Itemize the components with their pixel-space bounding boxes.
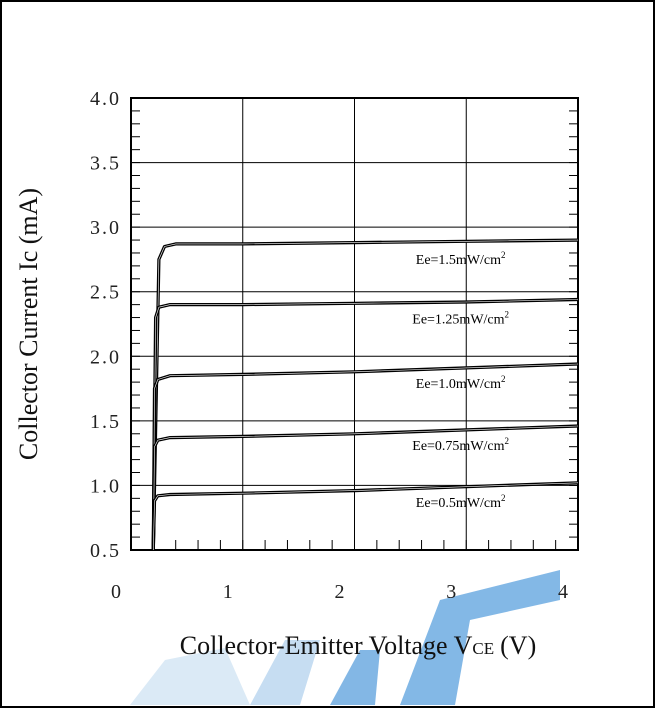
y-tick-label: 1.5 <box>90 411 121 433</box>
series-label-4: Ee=0.5mW/cm2 <box>416 493 506 511</box>
y-tick-label: 4.0 <box>90 88 121 110</box>
series-label-text: Ee=1.5mW/cm <box>416 253 501 268</box>
y-tick-labels: 0.5 1.0 1.5 2.0 2.5 3.0 3.5 4.0 <box>90 88 121 562</box>
curve-labels: Ee=1.5mW/cm2Ee=1.25mW/cm2Ee=1.0mW/cm2Ee=… <box>412 250 509 511</box>
series-group <box>151 238 579 551</box>
x-tick-label: 0 <box>111 581 121 603</box>
x-tick-labels: 0 1 2 3 4 <box>111 581 568 603</box>
y-axis-title: Collector Current Ic (mA) <box>14 188 43 460</box>
series-label-superscript: 2 <box>501 493 506 503</box>
y-tick-label: 3.0 <box>90 217 121 239</box>
series-label-1: Ee=1.25mW/cm2 <box>412 309 509 327</box>
watermark <box>130 570 560 705</box>
series-label-superscript: 2 <box>505 309 510 319</box>
y-tick-label: 2.5 <box>90 282 121 304</box>
x-tick-label: 3 <box>446 581 456 603</box>
series-line-highlight-0 <box>153 239 579 551</box>
series-line-highlight-1 <box>153 299 579 551</box>
x-tick-label: 1 <box>223 581 233 603</box>
series-line-highlight-2 <box>153 363 579 551</box>
series-label-text: Ee=0.5mW/cm <box>416 496 501 511</box>
plot-area: Ee=1.5mW/cm2Ee=1.25mW/cm2Ee=1.0mW/cm2Ee=… <box>130 97 579 551</box>
x-tick-label: 2 <box>335 581 345 603</box>
series-label-text: Ee=0.75mW/cm <box>412 439 504 454</box>
series-label-text: Ee=1.25mW/cm <box>412 312 504 327</box>
x-axis-title-subscript: CE <box>472 639 494 658</box>
series-line-highlight-3 <box>153 425 579 551</box>
x-tick-label: 4 <box>558 581 568 603</box>
y-tick-label: 1.0 <box>90 475 121 497</box>
grid-lines <box>131 98 578 550</box>
series-line-highlight-4 <box>153 482 579 551</box>
series-label-text: Ee=1.0mW/cm <box>416 377 501 392</box>
series-label-0: Ee=1.5mW/cm2 <box>416 250 506 268</box>
minor-ticks <box>130 97 579 551</box>
series-label-superscript: 2 <box>505 436 510 446</box>
y-tick-label: 2.0 <box>90 346 121 368</box>
y-tick-label: 0.5 <box>90 540 121 562</box>
series-label-3: Ee=0.75mW/cm2 <box>412 436 509 454</box>
x-axis-title-unit: (V) <box>500 631 536 660</box>
x-axis-title-main: Collector-Emitter Voltage V <box>180 631 473 660</box>
y-tick-label: 3.5 <box>90 153 121 175</box>
x-axis-title: Collector-Emitter Voltage VCE (V) <box>180 631 536 660</box>
series-label-superscript: 2 <box>501 250 506 260</box>
series-label-2: Ee=1.0mW/cm2 <box>416 374 506 392</box>
series-label-superscript: 2 <box>501 374 506 384</box>
